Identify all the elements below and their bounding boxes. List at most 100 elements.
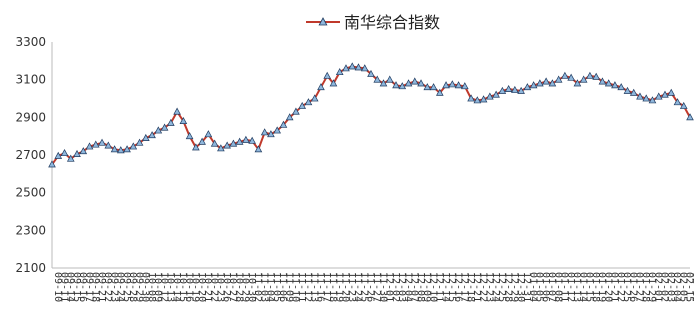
data-point [536, 79, 544, 87]
x-tick-label: 12-01 [384, 272, 395, 302]
x-tick-label: 09-30 [140, 272, 151, 302]
x-tick-label: 11-23 [346, 272, 357, 302]
x-tick-label: 01-22 [615, 272, 626, 302]
x-tick-label: 12-08 [415, 272, 426, 302]
chart-legend: 南华综合指数 [306, 13, 440, 32]
data-point [373, 75, 382, 83]
x-tick-label: 01-26 [627, 272, 638, 302]
data-point [686, 113, 694, 121]
data-point [242, 135, 250, 143]
x-tick-label: 10-27 [227, 272, 238, 302]
data-point [354, 63, 363, 71]
data-point [592, 72, 600, 80]
x-tick-label: 01-15 [584, 272, 595, 302]
data-point [667, 88, 676, 96]
x-tick-label: 12-25 [496, 272, 507, 302]
x-tick-label: 02-05 [677, 272, 688, 302]
data-point [367, 69, 375, 77]
data-point [292, 107, 300, 115]
data-point [498, 86, 507, 94]
x-tick-label: 10-22 [208, 272, 219, 302]
data-point [454, 81, 463, 89]
data-point [60, 148, 69, 157]
x-tick-label: 09-18 [90, 272, 101, 302]
x-axis-ticks: 09-1009-1109-1409-1509-1609-1709-1809-21… [52, 272, 694, 302]
x-tick-label: 01-12 [565, 272, 576, 302]
data-point [573, 79, 582, 87]
data-point [561, 71, 569, 79]
x-tick-label: 12-17 [459, 272, 470, 302]
x-tick-label: 10-29 [240, 272, 251, 302]
x-tick-label: 09-17 [83, 272, 94, 302]
data-point [298, 101, 307, 109]
x-tick-label: 01-11 [559, 272, 570, 302]
data-point [673, 98, 682, 106]
x-tick-label: 11-06 [277, 272, 288, 302]
data-point [473, 96, 482, 104]
data-point [192, 143, 200, 151]
data-point [523, 83, 532, 91]
x-tick-label: 11-19 [333, 272, 344, 302]
x-tick-label: 11-16 [315, 272, 326, 302]
data-point [511, 85, 519, 93]
data-point [623, 86, 632, 94]
data-point [260, 128, 269, 136]
x-tick-label: 09-14 [65, 272, 76, 302]
data-point [66, 154, 75, 162]
data-point [154, 126, 163, 134]
x-tick-label: 12-30 [515, 272, 526, 302]
x-tick-label: 12-09 [421, 272, 432, 302]
data-point [648, 96, 657, 104]
data-point [198, 137, 206, 145]
y-tick-label: 3300 [15, 35, 46, 49]
data-point [98, 138, 106, 146]
data-point [410, 77, 419, 85]
x-tick-label: 01-05 [534, 272, 545, 302]
x-tick-label: 12-31 [521, 272, 532, 302]
x-tick-label: 11-26 [365, 272, 376, 302]
data-point [85, 142, 94, 150]
x-tick-label: 10-09 [152, 272, 163, 302]
x-tick-label: 01-08 [552, 272, 563, 302]
series-line [51, 65, 691, 166]
x-tick-label: 09-23 [108, 272, 119, 302]
x-tick-label: 10-20 [196, 272, 207, 302]
data-point [304, 98, 313, 106]
x-tick-label: 12-22 [477, 272, 488, 302]
x-tick-label: 01-25 [621, 272, 632, 302]
data-point [385, 75, 394, 83]
x-tick-label: 10-12 [158, 272, 169, 302]
x-tick-label: 10-21 [202, 272, 213, 302]
y-tick-label: 2700 [15, 148, 46, 162]
data-point [267, 130, 275, 138]
x-tick-label: 12-07 [409, 272, 420, 302]
data-point [598, 77, 607, 85]
data-point [654, 92, 663, 100]
x-tick-label: 11-17 [321, 272, 332, 302]
data-point [285, 113, 294, 121]
data-point [629, 88, 638, 96]
data-point [129, 142, 138, 150]
data-point [548, 79, 557, 87]
x-tick-label: 12-03 [396, 272, 407, 302]
data-point [467, 94, 475, 102]
data-point [160, 123, 169, 131]
data-point [123, 145, 131, 153]
x-tick-label: 10-14 [171, 272, 182, 302]
data-point [567, 73, 575, 81]
x-tick-label: 01-06 [540, 272, 551, 302]
x-tick-label: 11-27 [371, 272, 382, 302]
y-tick-label: 2500 [15, 186, 46, 200]
x-tick-label: 12-10 [427, 272, 438, 302]
data-point [142, 133, 150, 141]
data-point [104, 141, 113, 149]
data-point [504, 84, 513, 92]
data-point [348, 62, 357, 70]
data-point [217, 144, 225, 152]
x-tick-label: 12-23 [484, 272, 495, 302]
data-point [423, 83, 432, 91]
data-point [148, 131, 156, 139]
data-point [54, 151, 63, 159]
data-point [48, 160, 56, 168]
